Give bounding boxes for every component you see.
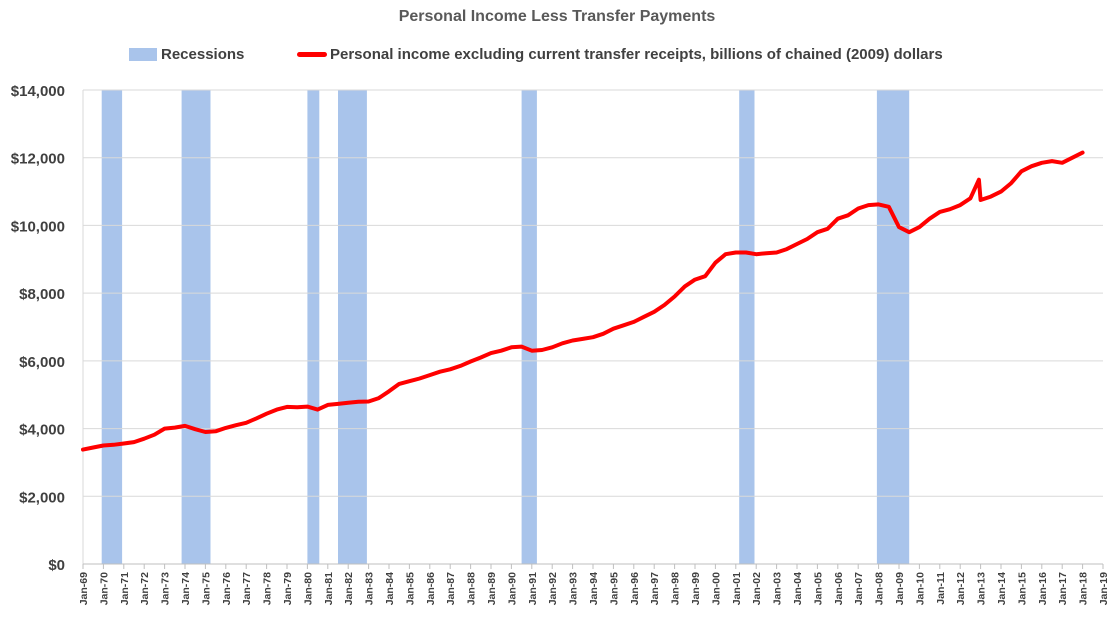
recession-band [338, 90, 367, 564]
x-tick-label: Jan-85 [404, 572, 416, 605]
y-tick-label: $0 [48, 557, 65, 574]
y-tick-label: $2,000 [19, 489, 65, 506]
x-tick-label: Jan-72 [139, 572, 151, 605]
x-tick-label: Jan-91 [527, 572, 539, 605]
x-tick-label: Jan-90 [506, 572, 518, 605]
x-tick-label: Jan-74 [180, 572, 192, 605]
gridlines [83, 89, 1103, 497]
x-tick-label: Jan-08 [874, 572, 886, 605]
x-tick-label: Jan-78 [262, 572, 274, 605]
x-tick-label: Jan-71 [119, 572, 131, 605]
legend-item-income: Personal income excluding current transf… [297, 46, 943, 63]
x-tick-label: Jan-89 [486, 572, 498, 605]
x-tick-label: Jan-02 [751, 572, 763, 605]
x-tick-label: Jan-15 [1016, 572, 1028, 605]
recession-band [876, 90, 910, 564]
legend-swatch-income [297, 52, 327, 57]
x-tick-label: Jan-70 [98, 572, 110, 605]
x-tick-label: Jan-83 [364, 572, 376, 605]
x-tick-label: Jan-06 [833, 572, 845, 605]
x-tick-label: Jan-77 [241, 572, 253, 605]
x-tick-label: Jan-18 [1078, 572, 1090, 605]
x-tick-label: Jan-01 [731, 572, 743, 605]
x-tick-label: Jan-75 [200, 572, 212, 605]
y-tick-label: $14,000 [11, 83, 65, 100]
legend-label-recessions: Recessions [161, 46, 245, 63]
x-tick-labels: Jan-69 Jan-70 Jan-71 Jan-72 Jan-73 Jan-74 Jan-… [78, 564, 1110, 605]
x-tick-label: Jan-82 [343, 572, 355, 605]
recession-band [307, 90, 320, 564]
x-tick-label: Jan-93 [568, 572, 580, 605]
x-tick-label: Jan-05 [812, 572, 824, 605]
y-tick-label: $12,000 [11, 151, 65, 168]
y-tick-label: $6,000 [19, 354, 65, 371]
y-tick-label: $8,000 [19, 286, 65, 303]
x-tick-label: Jan-04 [792, 572, 804, 605]
x-tick-label: Jan-94 [588, 572, 600, 605]
x-tick-label: Jan-03 [772, 572, 784, 605]
x-tick-label: Jan-11 [935, 572, 947, 605]
y-tick-label: $10,000 [11, 218, 65, 235]
x-tick-label: Jan-81 [323, 572, 335, 605]
recession-band [181, 90, 211, 564]
x-tick-label: Jan-10 [914, 572, 926, 605]
recession-bands [101, 90, 910, 564]
x-tick-label: Jan-13 [976, 572, 988, 605]
legend: Recessions Personal income excluding cur… [0, 46, 1114, 66]
recession-band [739, 90, 755, 564]
x-tick-label: Jan-17 [1057, 572, 1069, 605]
x-tick-label: Jan-80 [302, 572, 314, 605]
x-tick-label: Jan-79 [282, 572, 294, 605]
legend-item-recessions: Recessions [129, 46, 244, 63]
recession-band [521, 90, 537, 564]
x-tick-label: Jan-19 [1098, 572, 1110, 605]
series [81, 150, 1085, 452]
x-tick-label: Jan-98 [670, 572, 682, 605]
x-tick-label: Jan-87 [445, 572, 457, 605]
x-tick-label: Jan-99 [690, 572, 702, 605]
x-tick-label: Jan-14 [996, 572, 1008, 605]
legend-swatch-recessions [129, 48, 157, 61]
x-tick-label: Jan-07 [853, 572, 865, 605]
x-tick-label: Jan-69 [78, 572, 90, 605]
x-tick-label: Jan-92 [547, 572, 559, 605]
x-tick-label: Jan-84 [384, 572, 396, 605]
y-tick-label: $4,000 [19, 422, 65, 439]
axes [82, 90, 1103, 565]
x-tick-label: Jan-73 [160, 572, 172, 605]
x-tick-label: Jan-09 [894, 572, 906, 605]
legend-label-income: Personal income excluding current transf… [330, 46, 943, 63]
recession-band [101, 90, 123, 564]
x-tick-label: Jan-00 [710, 572, 722, 605]
x-tick-label: Jan-97 [649, 572, 661, 605]
chart-title: Personal Income Less Transfer Payments [398, 8, 716, 25]
x-tick-label: Jan-86 [425, 572, 437, 605]
series-line-personal-income [81, 150, 1085, 452]
x-tick-label: Jan-96 [629, 572, 641, 605]
x-tick-label: Jan-16 [1037, 572, 1049, 605]
x-tick-label: Jan-12 [955, 572, 967, 605]
x-tick-label: Jan-88 [466, 572, 478, 605]
x-tick-label: Jan-76 [221, 572, 233, 605]
y-tick-labels: $0 $2,000 $4,000 $6,000 $8,000 $10,000 $12,000… [11, 83, 65, 574]
x-tick-label: Jan-95 [608, 572, 620, 605]
